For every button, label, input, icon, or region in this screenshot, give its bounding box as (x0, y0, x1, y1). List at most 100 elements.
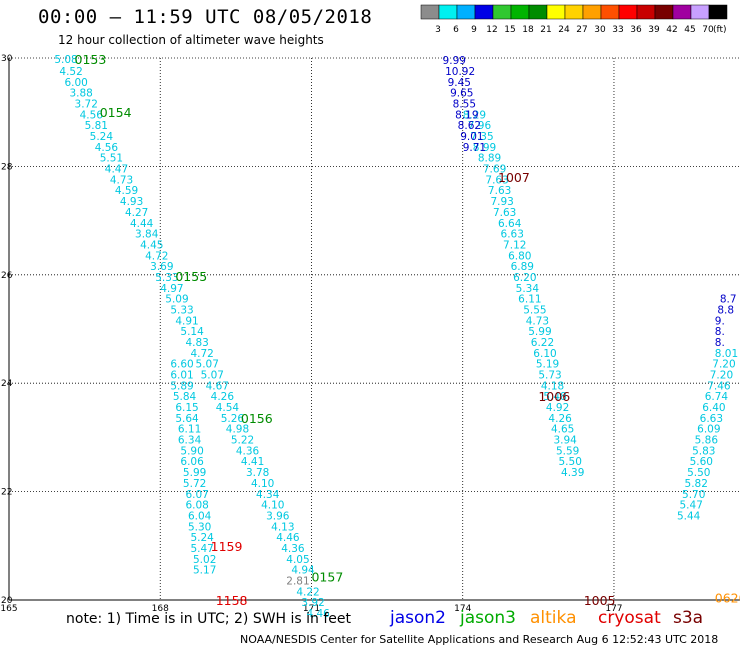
wave-height-label: 5.86 (695, 435, 719, 447)
wave-height-label: 9.71 (463, 142, 486, 154)
pass-time-label: 0156 (241, 411, 273, 426)
wave-height-label: 9.99 (443, 55, 466, 67)
wave-height-label: 5.99 (183, 467, 206, 479)
y-tick-label: 24 (1, 379, 13, 389)
wave-height-label: 4.52 (59, 66, 82, 78)
wave-height-label: 7.46 (707, 380, 731, 392)
wave-height-label: 4.47 (105, 164, 128, 176)
wave-height-label: 5.64 (175, 413, 199, 425)
wave-height-label: 5.47 (190, 543, 213, 555)
wave-height-label: 4.27 (125, 207, 148, 219)
wave-height-label: 6.10 (533, 348, 556, 360)
wave-height-label: 6.34 (178, 435, 202, 447)
wave-height-label: 7.69 (483, 164, 506, 176)
pass-time-label: 0154 (100, 105, 132, 120)
wave-height-label: 4.83 (185, 337, 208, 349)
wave-height-label: 3.96 (266, 510, 290, 522)
wave-height-label: 3.88 (69, 88, 92, 100)
wave-height-label: 8.29 (463, 109, 486, 121)
wave-height-label: 5.83 (692, 445, 715, 457)
wave-height-label: 2.81 (286, 575, 309, 587)
wave-height-label: 6.04 (188, 510, 212, 522)
y-tick-label: 30 (1, 54, 13, 64)
wave-height-label: 5.02 (193, 554, 216, 566)
wave-height-label: 5.33 (170, 304, 193, 316)
pass-time-label: 1158 (216, 593, 248, 608)
wave-height-label: 9.45 (448, 77, 471, 89)
wave-height-label: 4.18 (541, 380, 564, 392)
y-tick-label: 26 (1, 271, 13, 281)
wave-height-label: 6.64 (498, 218, 522, 230)
wave-height-label: 6.40 (702, 402, 725, 414)
legend-altika: altika (530, 608, 577, 628)
wave-height-label: 5.89 (170, 380, 193, 392)
colorbar-label: 15 (504, 25, 515, 35)
wave-height-label: 5.55 (523, 304, 546, 316)
legend-s3a: s3a (673, 608, 704, 628)
wave-height-label: 9.65 (450, 88, 473, 100)
wave-height-label: 5.50 (687, 467, 710, 479)
wave-height-label: 4.26 (211, 391, 235, 403)
wave-height-label: 7.20 (710, 370, 733, 382)
wave-height-label: 5.73 (538, 370, 561, 382)
y-tick-label: 20 (1, 596, 13, 606)
wave-height-label: 5.07 (196, 359, 219, 371)
wave-height-label: 5.51 (100, 153, 123, 165)
wave-height-label: 8.7 (720, 294, 737, 306)
wave-height-label: 5.47 (680, 500, 703, 512)
wave-height-label: 8.19 (455, 109, 478, 121)
wave-height-label: 5.30 (188, 521, 211, 533)
wave-height-label: 6.20 (513, 272, 536, 284)
wave-height-label: 6.63 (501, 229, 524, 241)
wave-height-label: 8.99 (473, 142, 496, 154)
legend-jason3: jason3 (460, 608, 516, 628)
wave-height-label: 4.65 (551, 424, 574, 436)
wave-height-label: 5.22 (231, 435, 254, 447)
wave-height-label: 4.36 (236, 445, 260, 457)
wave-height-label: 4.91 (175, 315, 198, 327)
wave-height-label: 9. (715, 315, 725, 327)
wave-height-label: 7.63 (493, 207, 516, 219)
wave-height-label: 6.89 (511, 261, 534, 273)
wave-height-label: 4.13 (271, 521, 294, 533)
wave-height-label: 6.15 (175, 402, 198, 414)
wave-height-label: 5.07 (201, 370, 224, 382)
wave-height-label: 7.35 (470, 131, 493, 143)
wave-height-label: 8. (715, 326, 725, 338)
pass-time-label: 1005 (584, 593, 616, 608)
colorbar-label: 42 (666, 25, 677, 35)
colorbar-label: (ft) (713, 25, 727, 35)
x-tick-label: 165 (0, 604, 17, 614)
legend-note: note: 1) Time is in UTC; 2) SWH is in fe… (66, 611, 352, 627)
colorbar: 3 6 9 12 15 18 21 24 27 30 33 36 39 42 45 70 (ft) (420, 4, 728, 35)
wave-height-label: 5.82 (685, 478, 708, 490)
colorbar-label: 24 (558, 25, 570, 35)
wave-height-label: 6.06 (180, 456, 204, 468)
wave-height-label: 6.01 (170, 370, 193, 382)
wave-height-label: 6.08 (185, 500, 208, 512)
wave-height-label: 4.59 (115, 185, 138, 197)
wave-height-label: 5.33 (155, 272, 178, 284)
colorbar-swatch (708, 4, 728, 20)
wave-height-label: 4.45 (140, 239, 163, 251)
wave-height-label: 5.24 (90, 131, 114, 143)
pass-time-label: 0153 (75, 52, 107, 67)
wave-height-label: 6.22 (531, 337, 554, 349)
wave-height-label: 5.90 (180, 445, 203, 457)
wave-height-label: 10.92 (445, 66, 475, 78)
x-tick-label: 174 (454, 604, 471, 614)
wave-height-label: 6.00 (64, 77, 87, 89)
wave-height-label: 6.07 (185, 489, 208, 501)
wave-height-label: 5.14 (180, 326, 204, 338)
wave-height-label: 7.96 (468, 120, 492, 132)
wave-height-label: 5.70 (682, 489, 705, 501)
wave-height-label: 7.63 (488, 185, 511, 197)
wave-height-label: 6.11 (518, 294, 541, 306)
wave-height-label: 4.98 (226, 424, 249, 436)
wave-height-label: 5.26 (221, 413, 245, 425)
wave-height-label: 5.84 (173, 391, 197, 403)
wave-height-label: 8. (715, 337, 725, 349)
colorbar-label: 27 (576, 25, 587, 35)
wave-height-label: 6.80 (508, 250, 531, 262)
colorbar-label: 45 (684, 25, 695, 35)
